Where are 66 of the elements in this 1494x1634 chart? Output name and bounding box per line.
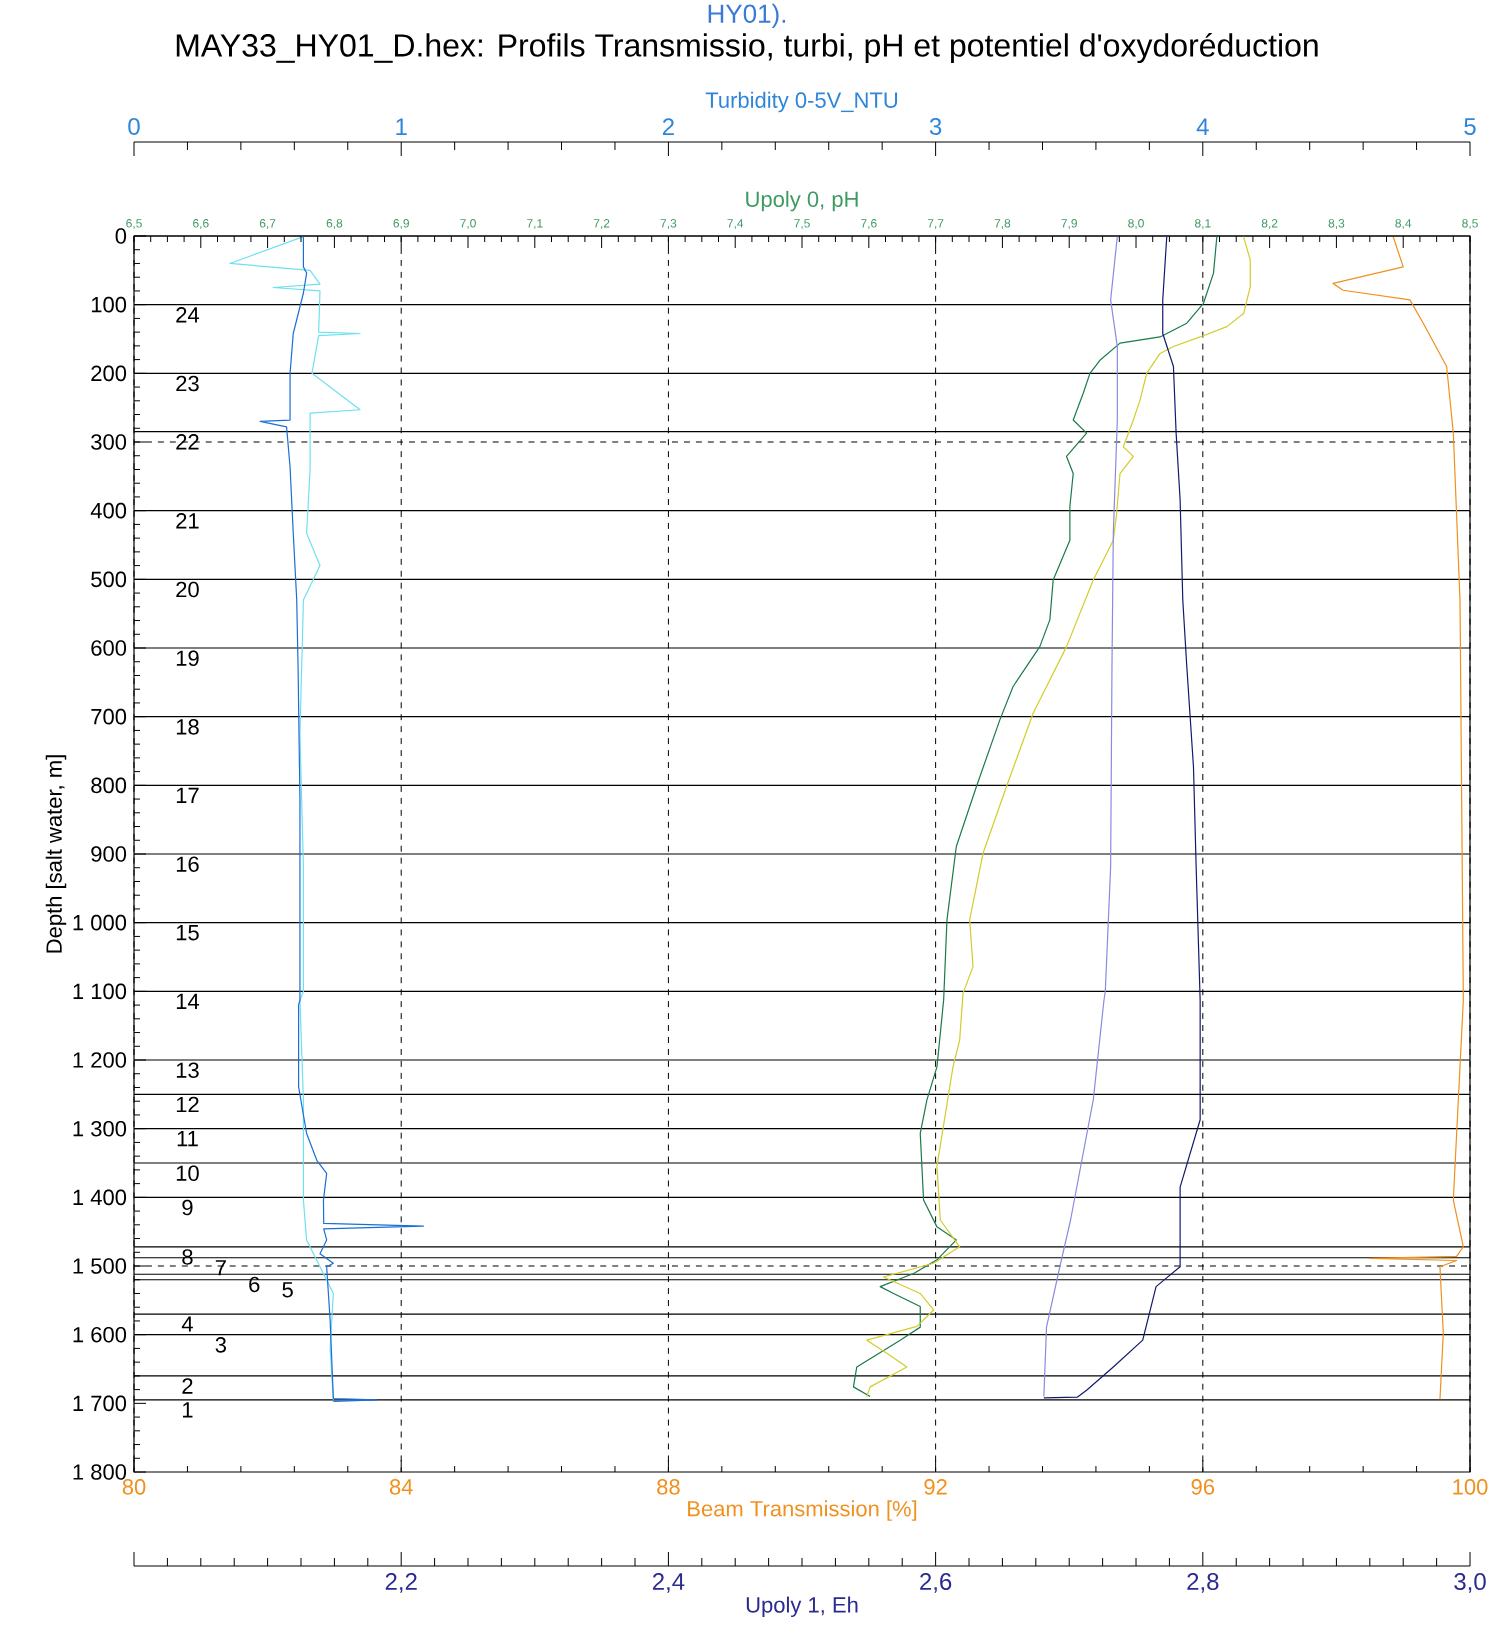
y-tick-label: 1 500 bbox=[73, 1258, 127, 1274]
x-axis-title: Beam Transmission [%] bbox=[688, 1500, 917, 1521]
annotation: 15 bbox=[176, 925, 199, 941]
y-tick-label: 600 bbox=[91, 640, 127, 656]
x2-tick-label: 2 bbox=[662, 118, 674, 135]
annotation: 3 bbox=[215, 1337, 227, 1353]
x-tick-label: 3,0 bbox=[1454, 1573, 1486, 1593]
y-tick-label: 400 bbox=[90, 502, 127, 519]
x-tick-label: 100 bbox=[1453, 1479, 1488, 1495]
annotation: 9 bbox=[182, 1199, 193, 1216]
annotation: 21 bbox=[176, 513, 199, 529]
chart-title: MAY33_HY01_D.hex: Profils Transmissio, turbi, pH et potentiel d'oxydoréduction bbox=[176, 32, 1318, 64]
y-tick-label: 500 bbox=[91, 571, 127, 588]
y-tick-label: 700 bbox=[91, 708, 127, 725]
annotation: 16 bbox=[176, 856, 199, 872]
y-tick-label: 1 400 bbox=[73, 1189, 127, 1206]
y-tick-label: 800 bbox=[91, 777, 127, 794]
x2-tick-label: 0 bbox=[128, 117, 140, 135]
y-tick-label: 300 bbox=[91, 434, 127, 450]
x-tick-label: 84 bbox=[389, 1479, 413, 1495]
x-tick-label: 80 bbox=[122, 1479, 146, 1495]
x2-tick-label: 1 bbox=[396, 118, 407, 135]
y-tick-label: 1 100 bbox=[73, 983, 127, 1000]
x2-tick-label: 5 bbox=[1464, 118, 1476, 135]
annotation: 23 bbox=[176, 375, 199, 392]
annotation: 20 bbox=[176, 581, 199, 598]
y-tick-label: 1 300 bbox=[73, 1120, 127, 1137]
x-tick-label: 2,2 bbox=[385, 1573, 417, 1593]
annotation: 14 bbox=[176, 993, 200, 1009]
x-tick-label: 2,4 bbox=[652, 1573, 685, 1593]
annotation: 2 bbox=[182, 1378, 193, 1394]
annotation: 10 bbox=[176, 1165, 199, 1181]
x2-tick-label: 4 bbox=[1196, 118, 1209, 135]
x-tick-label: 2,8 bbox=[1187, 1573, 1219, 1593]
y-axis-title: Depth [salt water, m] bbox=[45, 755, 67, 953]
annotation: 4 bbox=[181, 1316, 193, 1332]
annotation: 17 bbox=[176, 787, 199, 803]
x-tick-label: 2,6 bbox=[920, 1573, 952, 1593]
y-tick-label: 200 bbox=[91, 365, 127, 382]
x-axis-title: Upoly 1, Eh bbox=[746, 1596, 858, 1618]
annotation: 1 bbox=[183, 1402, 193, 1418]
y-tick-label: 900 bbox=[91, 846, 127, 862]
x-tick-label: 88 bbox=[657, 1479, 680, 1495]
y-tick-label: 1 600 bbox=[73, 1326, 127, 1343]
x-tick-label: 92 bbox=[924, 1479, 947, 1495]
annotation: 24 bbox=[176, 307, 200, 323]
annotation: 12 bbox=[176, 1096, 199, 1113]
annotation: 18 bbox=[176, 719, 199, 735]
x2-axis-title: Upoly 0, pH bbox=[746, 190, 858, 212]
annotation: 6 bbox=[249, 1276, 260, 1293]
y-tick-label: 1 000 bbox=[73, 914, 127, 931]
x2-axis-title: Turbidity 0-5V_NTU bbox=[705, 91, 898, 113]
annotation: 22 bbox=[176, 434, 199, 450]
y-tick-label: 100 bbox=[91, 296, 127, 313]
y-tick-label: 1 800 bbox=[73, 1464, 127, 1480]
annotation: 7 bbox=[215, 1260, 226, 1276]
x2-tick-label: 3 bbox=[929, 117, 942, 135]
y-tick-label: 1 700 bbox=[73, 1395, 127, 1412]
y-tick-label: 1 200 bbox=[73, 1052, 127, 1068]
annotation: 19 bbox=[176, 650, 199, 666]
annotation: 5 bbox=[282, 1282, 293, 1298]
annotation: 11 bbox=[177, 1131, 198, 1147]
text: HY01). bbox=[708, 3, 786, 29]
x-tick-label: 96 bbox=[1191, 1479, 1215, 1495]
annotation: 13 bbox=[176, 1062, 199, 1078]
y-tick-label: 0 bbox=[115, 228, 127, 244]
